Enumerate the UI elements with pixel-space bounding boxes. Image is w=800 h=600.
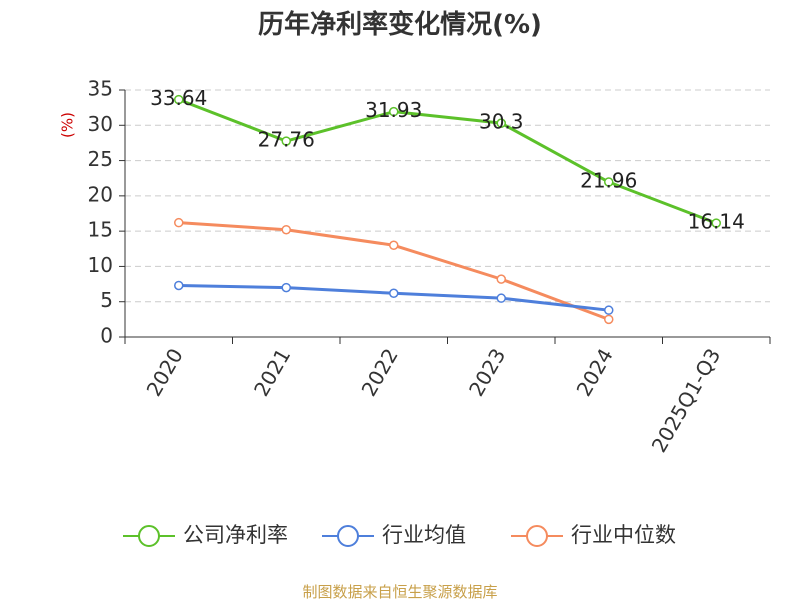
y-tick-label: 20	[88, 182, 113, 206]
data-point	[496, 118, 506, 128]
data-label: 21.96	[580, 169, 637, 193]
data-point	[174, 280, 184, 291]
y-axis-label: (%)	[59, 112, 77, 138]
x-tick-label: 2024	[572, 344, 618, 400]
data-point	[389, 288, 399, 298]
series-line	[178, 98, 717, 225]
data-point	[281, 224, 291, 235]
source-note: 制图数据来自恒生聚源数据库	[302, 583, 497, 600]
y-tick-label: 10	[88, 253, 113, 277]
data-point	[281, 282, 291, 293]
chart-title: 历年净利率变化情况(%)	[258, 9, 542, 40]
data-point	[711, 218, 721, 228]
x-tick-label: 2023	[464, 344, 510, 400]
legend-label: 行业中位数	[571, 523, 676, 547]
series-points	[174, 94, 721, 325]
data-point	[496, 293, 506, 303]
x-tick-label: 2020	[142, 344, 188, 400]
data-point	[604, 314, 614, 325]
y-tick-label: 30	[88, 112, 113, 136]
data-labels: 33.64 27.76 31.93 30.3 21.96 16.14	[150, 86, 745, 234]
x-tick-label: 2021	[249, 344, 295, 400]
x-tick-label: 2025Q1-Q3	[647, 344, 726, 456]
data-point	[281, 136, 291, 146]
data-label: 31.93	[365, 98, 422, 122]
y-tick-label: 35	[88, 77, 113, 101]
data-point	[604, 177, 614, 187]
gridlines	[125, 89, 770, 303]
y-tick-labels: 0 5 10 15 20 25 30 35	[88, 77, 113, 348]
data-point	[389, 240, 399, 251]
x-tick-label: 2022	[357, 344, 403, 400]
data-label: 30.3	[479, 110, 524, 134]
legend-marker	[138, 525, 160, 547]
series-line	[178, 221, 610, 321]
data-point	[174, 217, 184, 228]
data-point	[604, 305, 614, 315]
data-point	[389, 106, 399, 117]
legend-label: 行业均值	[382, 523, 466, 547]
y-tick-label: 15	[88, 218, 113, 242]
legend-marker	[526, 525, 548, 547]
y-tick-label: 0	[100, 324, 113, 348]
legend-label: 公司净利率	[183, 523, 288, 547]
legend-marker	[337, 525, 359, 547]
x-tick-labels: 2020 2021 2022 2023 2024 2025Q1-Q3	[142, 344, 726, 456]
data-label: 16.14	[688, 210, 745, 234]
legend: 公司净利率 行业均值 行业中位数	[123, 523, 676, 547]
data-point	[496, 274, 506, 284]
y-tick-label: 25	[88, 147, 113, 171]
y-tick-label: 5	[100, 288, 113, 312]
data-label: 27.76	[258, 128, 315, 152]
data-point	[174, 94, 184, 105]
axes	[119, 89, 771, 344]
data-label: 33.64	[150, 86, 207, 110]
